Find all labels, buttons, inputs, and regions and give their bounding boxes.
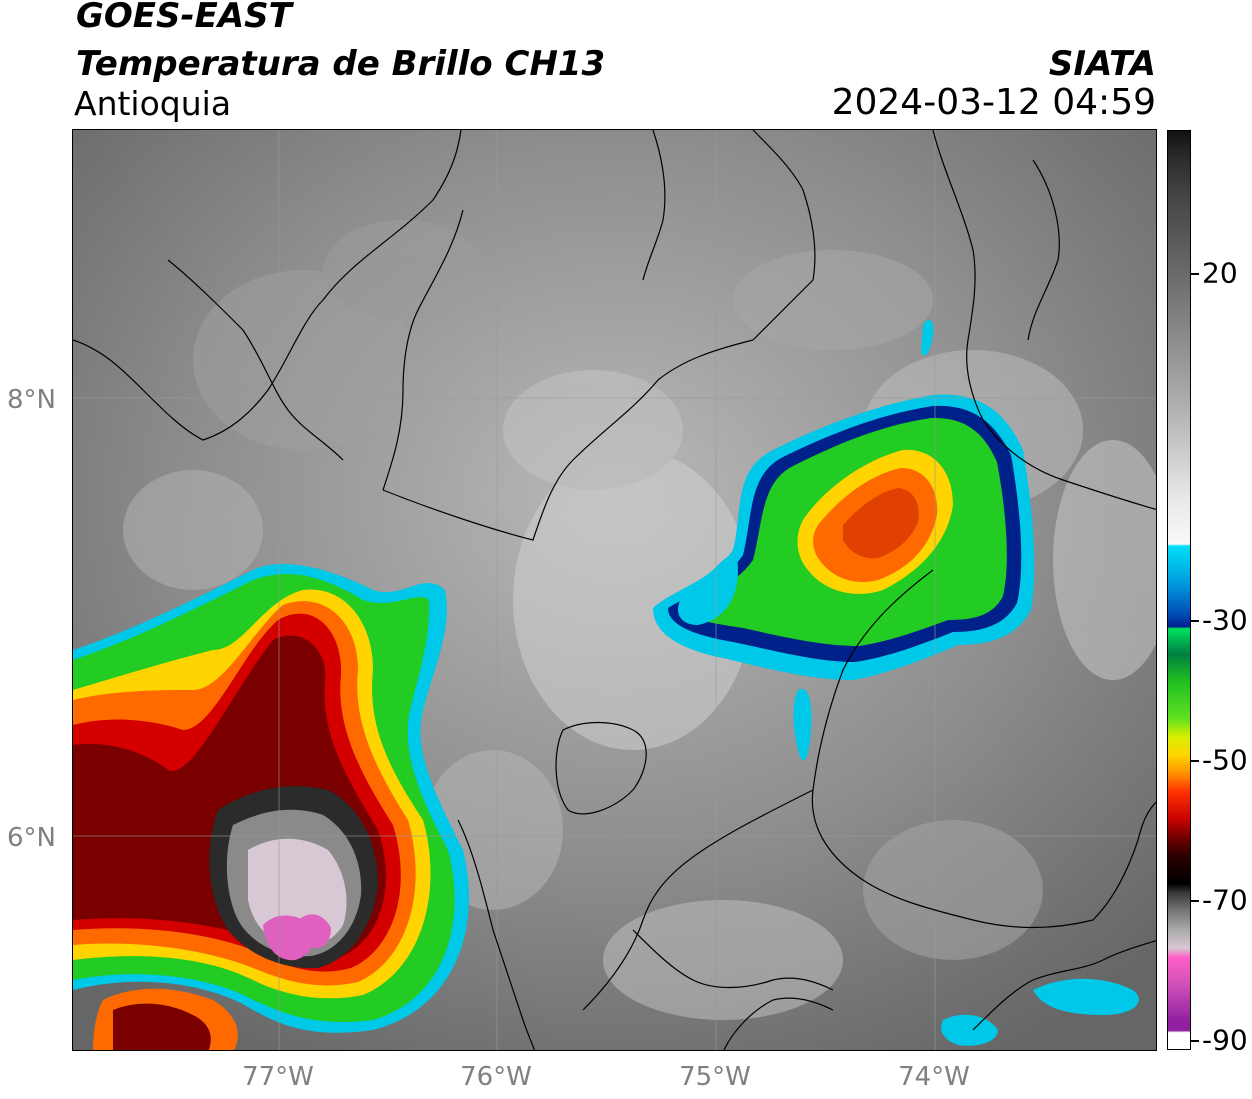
satellite-map[interactable] xyxy=(72,129,1157,1051)
colorbar-tick-20 xyxy=(1191,273,1199,275)
admin-boundaries xyxy=(73,130,1156,1050)
colorbar-tick-minus50 xyxy=(1191,760,1199,762)
colorbar-label-minus50: -50 xyxy=(1202,743,1248,777)
colorbar-label-minus90: -90 xyxy=(1202,1023,1248,1057)
lon-label-77w: 77°W xyxy=(242,1062,314,1092)
lon-label-76w: 76°W xyxy=(460,1062,532,1092)
organization-label: SIATA xyxy=(1048,44,1156,84)
colorbar-tick-minus30 xyxy=(1191,620,1199,622)
convective-system-east xyxy=(653,394,1035,680)
graticule xyxy=(73,130,1156,1050)
colorbar-label-minus70: -70 xyxy=(1202,883,1248,917)
colorbar-tick-minus70 xyxy=(1191,900,1199,902)
temperature-colorbar xyxy=(1167,130,1191,1050)
minor-cold-cloud-patches xyxy=(793,319,1139,1046)
lat-label-6n: 6°N xyxy=(7,823,56,853)
convective-system-west xyxy=(73,564,469,1050)
product-title: Temperatura de Brillo CH13 xyxy=(76,44,606,84)
lon-label-74w: 74°W xyxy=(898,1062,970,1092)
lat-label-8n: 8°N xyxy=(7,385,56,415)
datetime-label: 2024-03-12 04:59 xyxy=(831,82,1156,123)
colorbar-label-20: 20 xyxy=(1202,256,1238,290)
colorbar-label-minus30: -30 xyxy=(1202,603,1248,637)
satellite-title: GOES-EAST xyxy=(76,0,292,36)
region-label: Antioquia xyxy=(74,84,232,123)
lon-label-75w: 75°W xyxy=(679,1062,751,1092)
colorbar-tick-minus90 xyxy=(1191,1040,1199,1042)
